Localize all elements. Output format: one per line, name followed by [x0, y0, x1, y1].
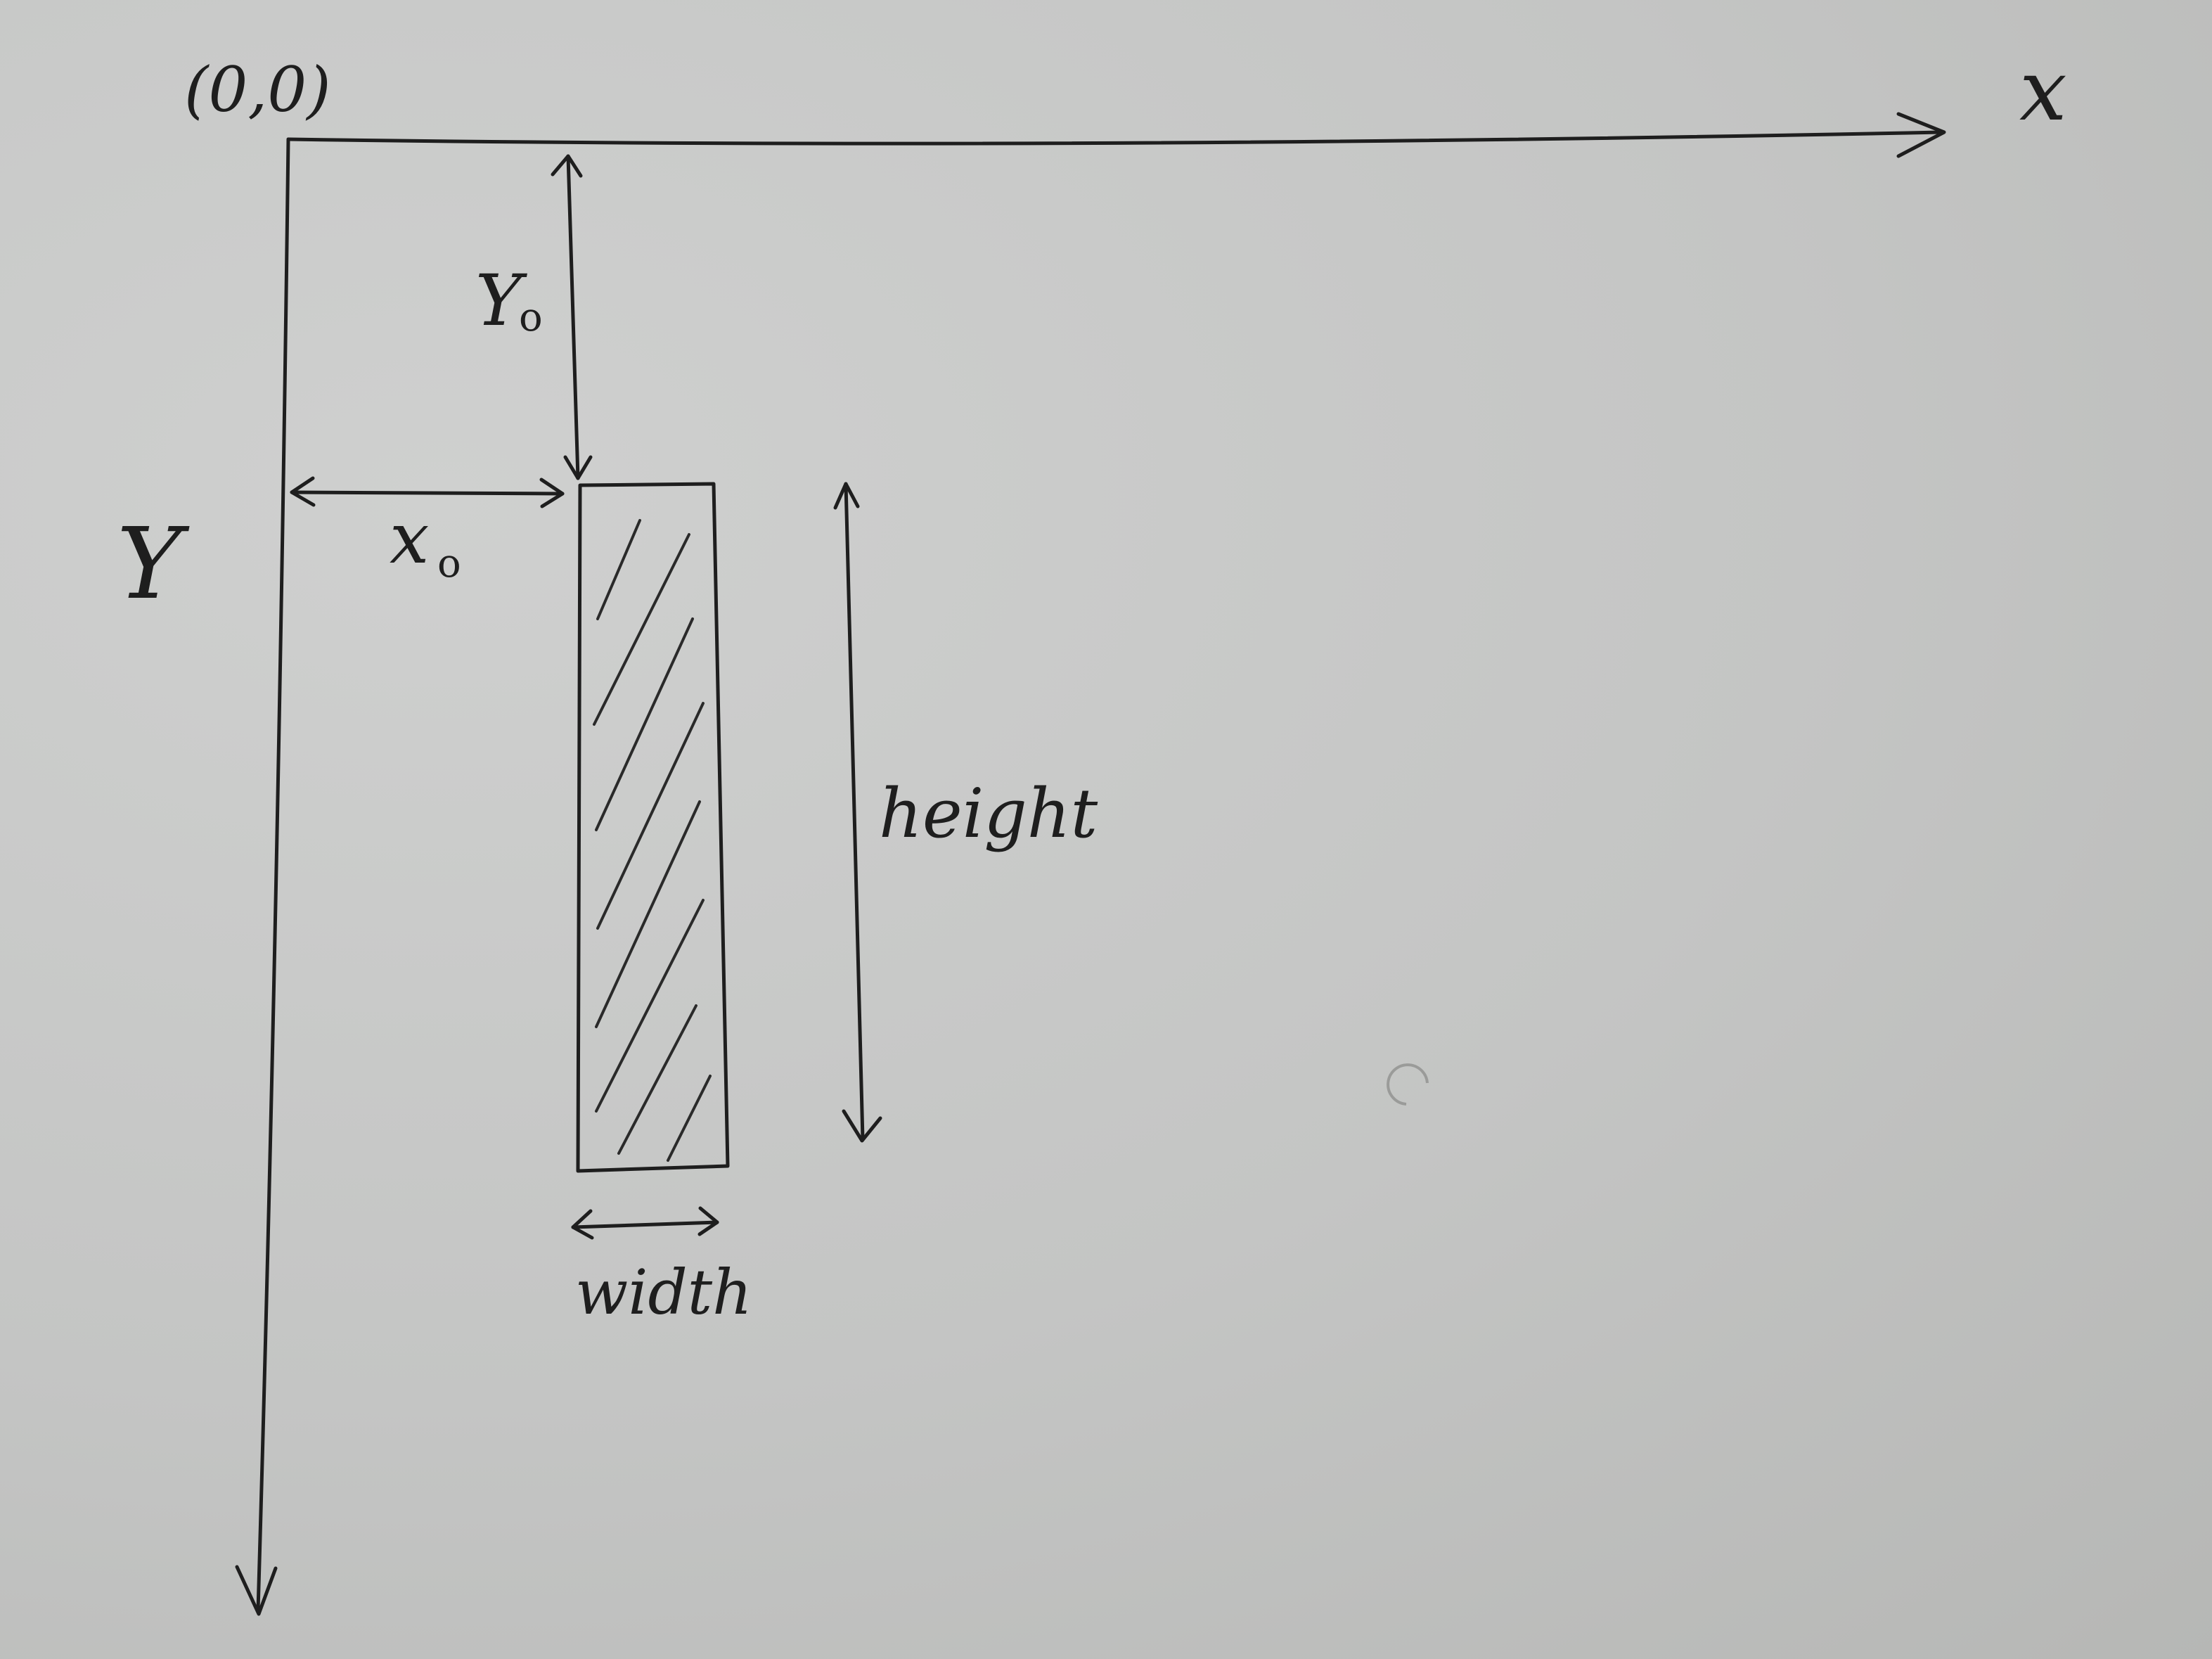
- rectangle: [576, 482, 730, 1173]
- x0-dimension-arrow: [290, 476, 565, 508]
- y0-dimension-arrow: [551, 154, 593, 480]
- height-dimension-arrow: [833, 482, 882, 1143]
- x0-label-subscript: o: [437, 541, 461, 587]
- x-axis-label: x: [2019, 42, 2067, 140]
- height-label: height: [879, 774, 1098, 853]
- y0-label-subscript: o: [519, 295, 543, 340]
- paper-smudge: [1387, 1063, 1429, 1106]
- y-axis-label: Y: [117, 507, 190, 622]
- x0-label: x o: [390, 497, 461, 587]
- x0-label-main: x: [390, 497, 429, 579]
- y0-label-main: Y: [475, 260, 527, 342]
- y-axis: [235, 137, 290, 1616]
- y-axis-arrowhead: [235, 1565, 278, 1616]
- y0-label: Y o: [475, 260, 543, 342]
- width-dimension-arrow: [571, 1206, 719, 1240]
- x-axis-arrowhead: [1896, 112, 1946, 158]
- origin-label: (0,0): [184, 53, 331, 126]
- rectangle-hatching: [593, 519, 712, 1162]
- width-label: width: [575, 1256, 752, 1328]
- x-axis: [286, 112, 1946, 158]
